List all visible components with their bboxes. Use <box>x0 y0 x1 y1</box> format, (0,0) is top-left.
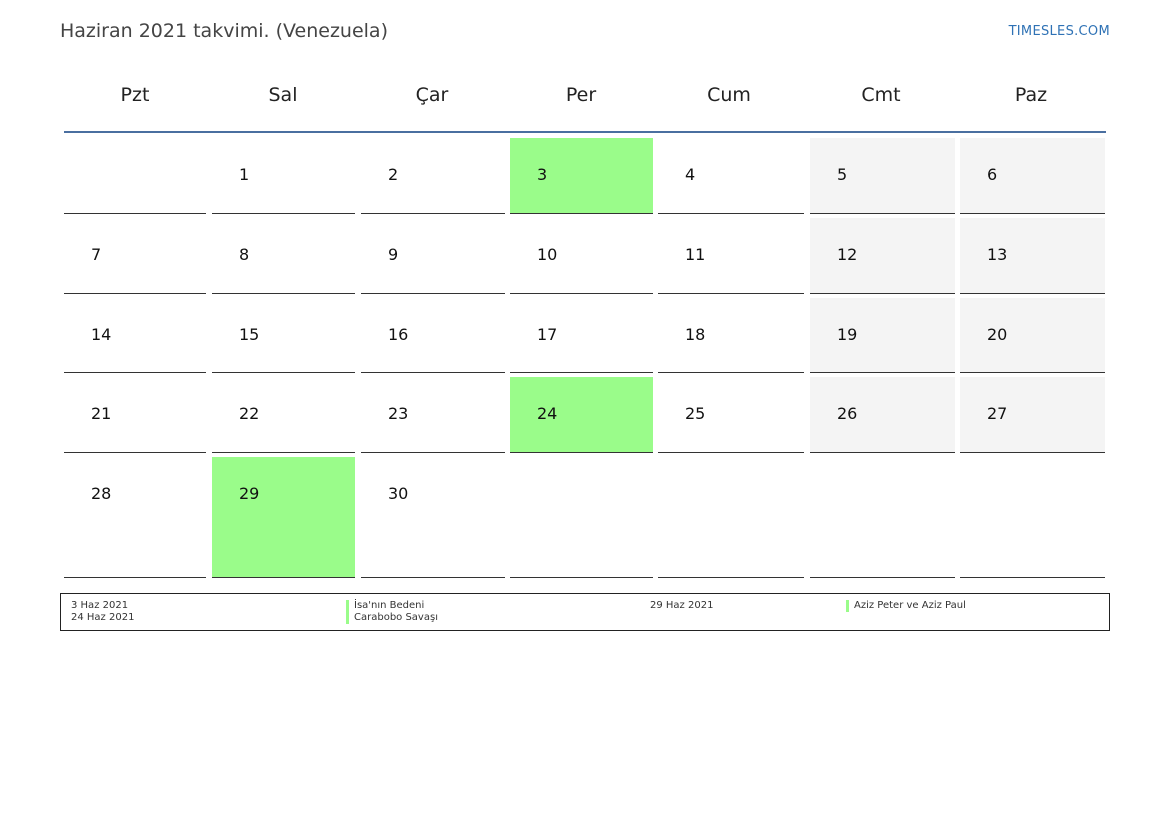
day-cell[interactable]: 23 <box>361 377 505 453</box>
brand-link[interactable]: TIMESLES.COM <box>1008 24 1110 39</box>
legend-holiday-name: Carabobo Savaşı <box>346 612 438 624</box>
day-number: 25 <box>685 404 706 423</box>
holiday-legend: 3 Haz 2021 İsa'nın Bedeni 24 Haz 2021 Ca… <box>60 593 1110 631</box>
weekday-label: Sal <box>268 84 298 106</box>
day-number: 12 <box>837 245 858 264</box>
day-number: 3 <box>537 165 548 184</box>
day-number: 28 <box>91 484 112 503</box>
day-cell[interactable]: 6 <box>960 138 1105 214</box>
day-number: 5 <box>837 165 848 184</box>
day-number: 4 <box>685 165 696 184</box>
day-cell[interactable]: 22 <box>212 377 355 453</box>
day-number: 30 <box>388 484 409 503</box>
day-cell[interactable]: 11 <box>658 218 804 294</box>
day-cell[interactable]: 21 <box>64 377 206 453</box>
day-number: 27 <box>987 404 1008 423</box>
day-number: 13 <box>987 245 1008 264</box>
day-cell[interactable]: 1 <box>212 138 355 214</box>
day-cell[interactable]: 10 <box>510 218 653 294</box>
day-cell[interactable]: 3 <box>510 138 653 214</box>
day-cell[interactable]: 25 <box>658 377 804 453</box>
day-number: 17 <box>537 325 558 344</box>
day-number: 10 <box>537 245 558 264</box>
day-number: 9 <box>388 245 399 264</box>
legend-date: 24 Haz 2021 <box>71 612 135 623</box>
day-number: 29 <box>239 484 260 503</box>
weekday-label: Cmt <box>861 84 901 106</box>
day-cell[interactable]: 20 <box>960 298 1105 373</box>
empty-day-cell <box>510 457 653 578</box>
empty-day-cell <box>960 457 1105 578</box>
header-divider <box>64 131 1106 133</box>
weekday-label: Per <box>565 84 597 106</box>
day-cell[interactable]: 14 <box>64 298 206 373</box>
day-cell[interactable]: 2 <box>361 138 505 214</box>
weekday-label: Paz <box>1014 84 1048 106</box>
day-number: 8 <box>239 245 250 264</box>
day-number: 22 <box>239 404 260 423</box>
day-cell[interactable]: 9 <box>361 218 505 294</box>
day-cell[interactable]: 24 <box>510 377 653 453</box>
day-cell[interactable]: 12 <box>810 218 955 294</box>
day-number: 2 <box>388 165 399 184</box>
day-number: 19 <box>837 325 858 344</box>
legend-holiday-name: İsa'nın Bedeni <box>346 600 424 612</box>
day-cell[interactable]: 4 <box>658 138 804 214</box>
day-number: 1 <box>239 165 250 184</box>
legend-date: 3 Haz 2021 <box>71 600 129 611</box>
day-number: 6 <box>987 165 998 184</box>
day-cell[interactable]: 8 <box>212 218 355 294</box>
day-cell[interactable]: 16 <box>361 298 505 373</box>
day-number: 18 <box>685 325 706 344</box>
day-number: 23 <box>388 404 409 423</box>
weekday-label: Çar <box>415 84 449 106</box>
day-cell[interactable]: 27 <box>960 377 1105 453</box>
day-number: 16 <box>388 325 409 344</box>
page-title: Haziran 2021 takvimi. (Venezuela) <box>60 20 388 42</box>
legend-date: 29 Haz 2021 <box>650 600 714 611</box>
day-cell[interactable]: 15 <box>212 298 355 373</box>
empty-day-cell <box>64 138 206 214</box>
day-number: 14 <box>91 325 112 344</box>
weekday-label: Pzt <box>120 84 150 106</box>
day-cell[interactable]: 13 <box>960 218 1105 294</box>
day-number: 15 <box>239 325 260 344</box>
weekday-header-row: Pzt Sal Çar Per Cum Cmt Paz <box>64 84 1106 114</box>
day-cell[interactable]: 18 <box>658 298 804 373</box>
day-number: 26 <box>837 404 858 423</box>
day-cell[interactable]: 19 <box>810 298 955 373</box>
day-cell[interactable]: 26 <box>810 377 955 453</box>
day-cell[interactable]: 17 <box>510 298 653 373</box>
day-number: 7 <box>91 245 102 264</box>
day-cell[interactable]: 29 <box>212 457 355 578</box>
day-cell[interactable]: 5 <box>810 138 955 214</box>
day-cell[interactable]: 7 <box>64 218 206 294</box>
day-number: 24 <box>537 404 558 423</box>
day-number: 20 <box>987 325 1008 344</box>
day-cell[interactable]: 28 <box>64 457 206 578</box>
empty-day-cell <box>658 457 804 578</box>
legend-holiday-name: Aziz Peter ve Aziz Paul <box>846 600 966 612</box>
day-number: 21 <box>91 404 112 423</box>
empty-day-cell <box>810 457 955 578</box>
weekday-label: Cum <box>707 84 751 106</box>
day-number: 11 <box>685 245 706 264</box>
day-cell[interactable]: 30 <box>361 457 505 578</box>
